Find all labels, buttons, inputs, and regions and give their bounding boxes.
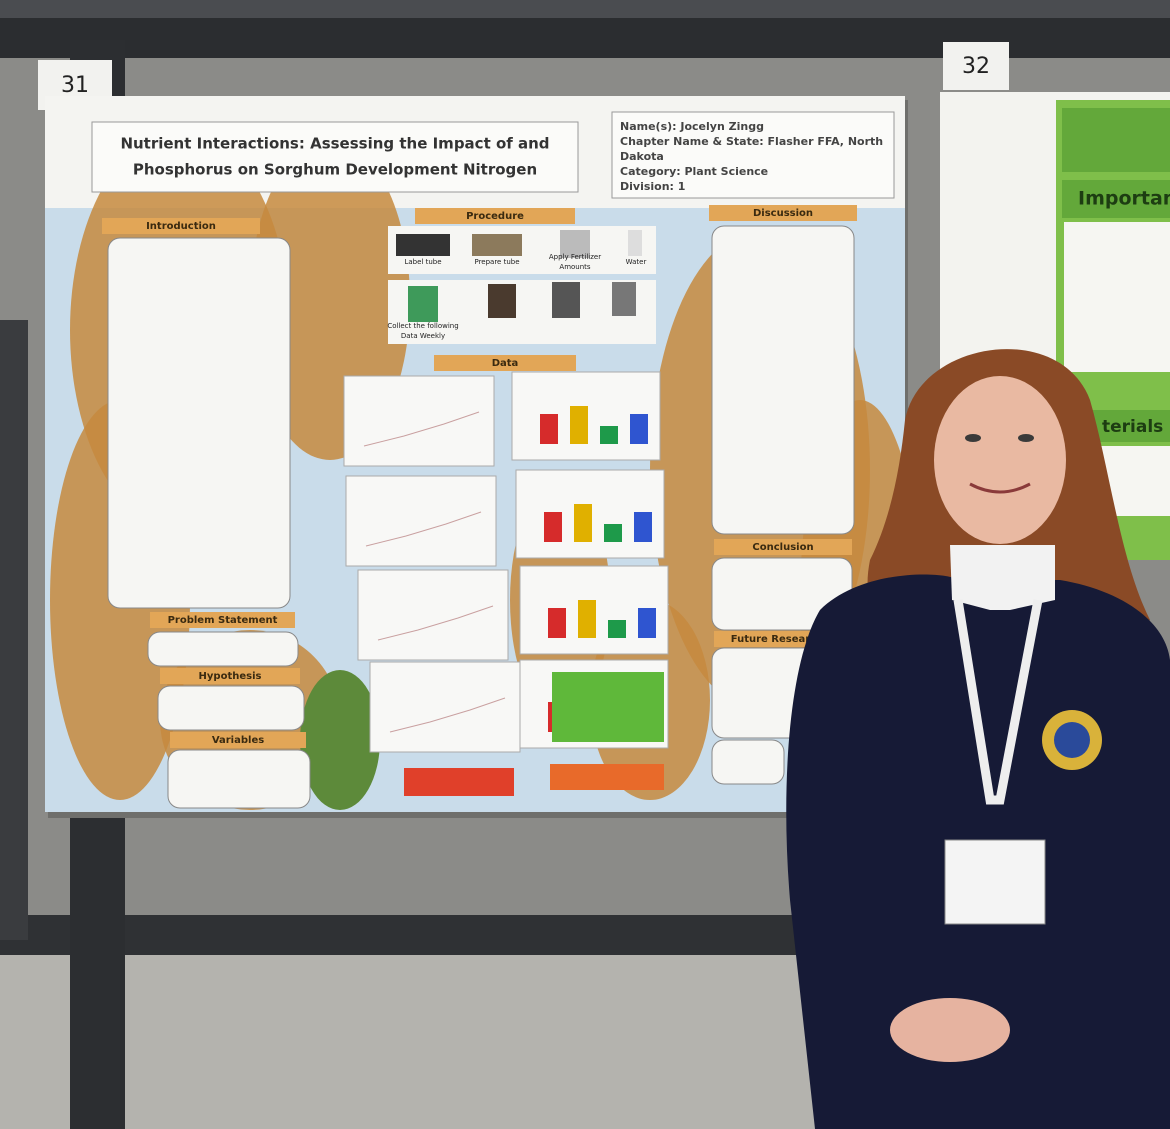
graph-bar	[548, 608, 566, 638]
person	[786, 349, 1170, 1129]
section-title: Procedure	[466, 211, 524, 222]
board-number: 32	[962, 54, 990, 79]
section-header	[150, 612, 295, 628]
procedure-photo	[408, 286, 438, 322]
graph-bar	[570, 406, 588, 444]
eye	[965, 434, 981, 442]
graph-bar	[638, 608, 656, 638]
graph-bar	[574, 504, 592, 542]
section-title: Data	[492, 358, 519, 369]
section-header	[714, 539, 852, 555]
text-panel	[711, 739, 785, 785]
section-title: Conclusion	[752, 542, 813, 553]
poster-info: Chapter Name & State: Flasher FFA, North	[620, 135, 883, 148]
graph-bar	[604, 524, 622, 542]
frame-post-left	[0, 320, 28, 940]
lanyard	[953, 599, 1043, 805]
section-header	[102, 218, 260, 234]
procedure-photo	[396, 234, 450, 256]
board-number: 31	[61, 73, 89, 98]
procedure-photo	[472, 234, 522, 256]
section-header	[709, 205, 857, 221]
procedure-step: Apply Fertilizer	[549, 253, 601, 261]
title-box	[91, 121, 579, 193]
poster-title: Phosphorus on Sorghum Development Nitrog…	[133, 161, 537, 179]
text-panel	[157, 685, 305, 731]
heatmap-band	[404, 768, 514, 796]
section-header	[415, 208, 575, 224]
procedure-photo	[612, 282, 636, 316]
poster-info: Name(s): Jocelyn Zingg	[620, 120, 764, 133]
graph-bar	[600, 426, 618, 444]
procedure-step: Amounts	[559, 263, 591, 271]
number-card	[943, 42, 1009, 90]
heatmap	[552, 672, 664, 742]
poster-info: Division: 1	[620, 180, 685, 193]
procedure-photo	[552, 282, 580, 318]
poster-info: Dakota	[620, 150, 664, 163]
info-box	[611, 111, 895, 199]
section-title: Introduction	[146, 221, 216, 232]
text-panel	[167, 749, 311, 809]
graph-lines	[389, 697, 506, 733]
procedure-step: Prepare tube	[474, 258, 519, 266]
neighbor-heading: Importance	[1078, 188, 1170, 210]
text-panel	[147, 631, 299, 667]
heatmap-band	[550, 764, 664, 790]
section-header	[170, 732, 306, 748]
procedure-step: Water	[626, 258, 647, 266]
graph-panel	[343, 375, 495, 467]
section-title: Hypothesis	[199, 671, 262, 682]
graph-bar	[544, 512, 562, 542]
poster-info: Category: Plant Science	[620, 165, 768, 178]
neighbor-heading: terials	[1102, 417, 1163, 437]
section-title: Discussion	[753, 208, 813, 219]
procedure-step: Collect the following	[387, 322, 458, 330]
graph-lines	[377, 605, 494, 641]
graph-lines	[365, 511, 482, 547]
procedure-step: Label tube	[404, 258, 441, 266]
procedure-step: Data Weekly	[401, 332, 445, 340]
procedure-photo	[488, 284, 516, 318]
graph-bar	[634, 512, 652, 542]
eye	[1018, 434, 1034, 442]
section-title: Future Research	[731, 634, 824, 645]
graph-panel	[345, 475, 497, 567]
section-title: Variables	[212, 735, 264, 746]
section-header	[434, 355, 576, 371]
section-title: Problem Statement	[168, 615, 278, 626]
badge	[944, 839, 1046, 925]
text-panel	[711, 225, 855, 535]
leaf	[300, 670, 380, 810]
text-panel	[107, 237, 291, 609]
graph-bar	[540, 414, 558, 444]
smile	[969, 482, 1031, 494]
face	[934, 376, 1066, 544]
procedure-photo	[628, 230, 642, 256]
frame-top-light	[0, 0, 1170, 18]
graph-bar	[630, 414, 648, 444]
hands	[890, 998, 1010, 1062]
procedure-photo	[560, 230, 590, 258]
neighbor-text-panel	[1064, 222, 1170, 372]
neighbor-panel	[1062, 108, 1170, 172]
neighbor-panel	[1062, 180, 1170, 218]
emblem-center	[1054, 722, 1090, 758]
graph-bar	[608, 620, 626, 638]
graph-bar	[578, 600, 596, 638]
poster-title: Nutrient Interactions: Assessing the Imp…	[120, 135, 549, 153]
graph-panel	[357, 569, 509, 661]
section-header	[160, 668, 300, 684]
graph-lines	[363, 411, 480, 447]
graph-panel	[369, 661, 521, 753]
collar	[950, 545, 1055, 610]
